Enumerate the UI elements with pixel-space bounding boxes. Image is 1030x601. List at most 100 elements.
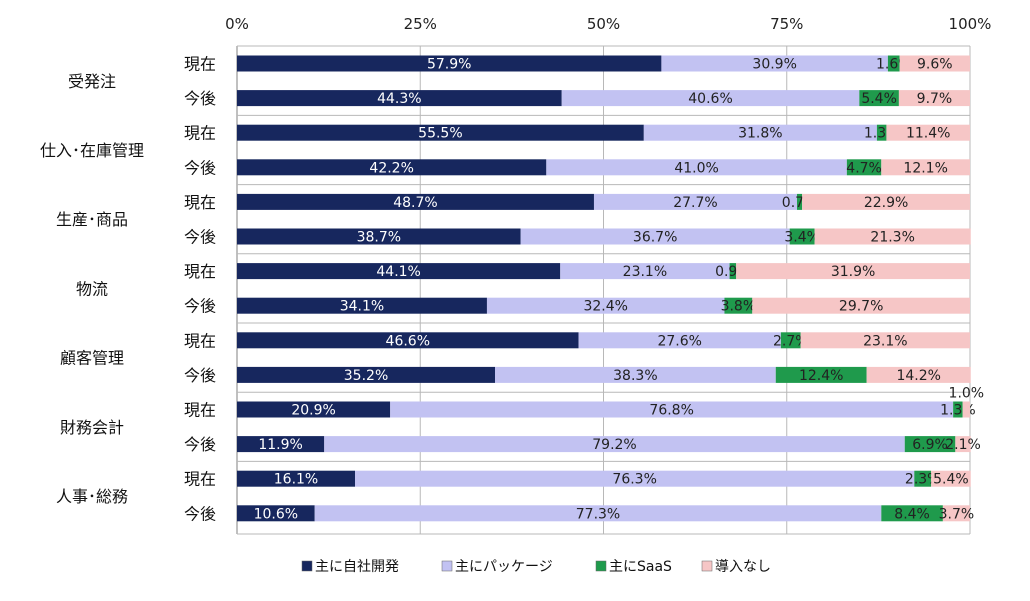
data-label: 11.9% [258, 437, 302, 453]
data-label: 22.9% [864, 195, 908, 211]
data-label: 9.6% [917, 57, 953, 73]
data-label: 16.1% [274, 472, 318, 488]
bar-segment [881, 159, 970, 176]
data-label: 44.3% [377, 91, 421, 107]
bar-segment [736, 263, 970, 280]
row-label: 現在 [184, 401, 216, 420]
bar-segment [237, 436, 325, 453]
group-6: 財務会計 現在 20.9% 76.8% 1.3%1.0% 今後 11.9% 79.2% 6.9%… [60, 386, 984, 462]
data-label: 20.9% [291, 403, 335, 419]
bar-segment [237, 332, 579, 349]
data-label: 38.3% [613, 368, 657, 384]
bar-segment [904, 436, 956, 453]
bar-segment [789, 228, 815, 245]
data-label: 57.9% [427, 57, 471, 73]
group-label: 生産･商品 [56, 210, 128, 229]
group-label: 顧客管理 [60, 349, 124, 368]
bar-segment [237, 401, 391, 418]
group-label: 物流 [76, 279, 108, 298]
data-label: 5.4% [933, 472, 969, 488]
data-label: 1.3% [940, 403, 976, 419]
data-label: 77.3% [576, 506, 620, 522]
group-label: 人事･総務 [56, 487, 128, 506]
legend-swatch [301, 560, 313, 572]
data-label: 3.7% [939, 506, 975, 522]
bar-segment [846, 159, 882, 176]
data-label: 31.8% [738, 126, 782, 142]
bar-segment [546, 159, 847, 176]
bar-segment [237, 55, 662, 72]
data-label: 41.0% [674, 160, 718, 176]
row-label: 現在 [184, 193, 216, 212]
bar-segment [859, 90, 899, 107]
bar-segment [390, 401, 954, 418]
x-tick-label: 100% [949, 15, 992, 33]
bar-segment [593, 193, 798, 210]
bar-segment [814, 228, 971, 245]
bar-segment [780, 332, 801, 349]
data-label: 23.1% [863, 333, 907, 349]
bar-segment [486, 297, 725, 314]
bar-segment [886, 124, 970, 141]
bar-segment [560, 263, 730, 280]
bar-segment [314, 505, 882, 522]
data-label: 10.6% [254, 506, 298, 522]
bar-segment [355, 470, 915, 487]
data-label: 27.7% [673, 195, 717, 211]
bar-segment [914, 470, 932, 487]
legend-label: 主にSaaS [609, 559, 672, 575]
bar-segment [881, 505, 943, 522]
data-label: 2.7% [773, 333, 809, 349]
bar-segment [237, 228, 521, 245]
bar-segment [495, 366, 776, 383]
bar-segment [237, 193, 594, 210]
bar-segment [802, 193, 970, 210]
data-label: 1.0% [949, 386, 985, 402]
data-label: 14.2% [896, 368, 940, 384]
bar-segment [237, 470, 356, 487]
row-label: 現在 [184, 55, 216, 74]
data-label: 76.8% [649, 403, 693, 419]
bar-segment [953, 401, 963, 418]
data-label: 4.7% [846, 160, 882, 176]
bar-segment [931, 470, 971, 487]
bar-segment [237, 90, 562, 107]
row-label: 現在 [184, 262, 216, 281]
data-label: 40.6% [688, 91, 732, 107]
bar-segment [962, 401, 970, 418]
bar-segment [797, 193, 803, 210]
data-label: 2.1% [945, 437, 981, 453]
bar-segment [561, 90, 860, 107]
data-label: 44.1% [376, 264, 420, 280]
bar-segment [237, 124, 644, 141]
x-tick-label: 50% [587, 15, 620, 33]
row-label: 現在 [184, 470, 216, 489]
data-label: 11.4% [906, 126, 950, 142]
bar-segment [237, 263, 561, 280]
bar-segment [237, 159, 547, 176]
x-tick-label: 0% [225, 15, 249, 33]
row-label: 今後 [184, 228, 216, 247]
bar-segment [775, 366, 867, 383]
bar-segment [898, 90, 970, 107]
legend-swatch [701, 560, 713, 572]
data-label: 31.9% [831, 264, 875, 280]
data-label: 12.1% [903, 160, 947, 176]
group-label: 財務会計 [60, 418, 124, 437]
bar-segment [942, 505, 970, 522]
data-label: 12.4% [799, 368, 843, 384]
bar-segment [866, 366, 971, 383]
bar-segment [643, 124, 877, 141]
group-label: 受発注 [68, 72, 116, 91]
data-label: 5.4% [861, 91, 897, 107]
row-label: 今後 [184, 504, 216, 523]
bar-segment [237, 505, 315, 522]
legend-swatch [595, 560, 607, 572]
data-label: 35.2% [344, 368, 388, 384]
data-label: 42.2% [369, 160, 413, 176]
data-label: 36.7% [633, 230, 677, 246]
